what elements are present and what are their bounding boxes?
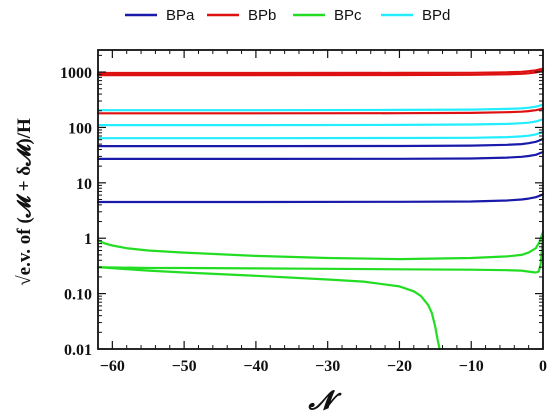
y-tick-label: 1000 <box>60 65 92 82</box>
x-tick-label: −60 <box>100 358 125 375</box>
x-tick-label: −10 <box>459 358 484 375</box>
legend-label-bpd: BPd <box>422 7 450 24</box>
curve-bpd-1 <box>96 130 545 140</box>
curve-bpb-3 <box>96 67 545 75</box>
x-axis-label: 𝓝 <box>308 386 343 415</box>
y-tick-label: 0.01 <box>64 342 92 359</box>
plot-curves <box>96 67 545 351</box>
curve-bpa-2 <box>96 150 545 160</box>
curve-bpc-3 <box>96 266 441 351</box>
y-tick-label: 0.10 <box>64 287 92 304</box>
curve-bpd-3 <box>96 103 545 112</box>
legend: BPa BPb BPc BPd <box>125 7 450 24</box>
curve-bpc-1 <box>96 230 545 261</box>
legend-label-bpc: BPc <box>334 7 362 24</box>
y-tick-label: 10 <box>76 176 92 193</box>
x-tick-label: −50 <box>172 358 197 375</box>
curve-bpc-2 <box>96 234 545 274</box>
y-axis-label: √e.v. of (𝓜 + δ𝓜)/H <box>14 118 35 286</box>
y-tick-label: 1 <box>84 231 92 248</box>
curve-bpb-1 <box>96 107 545 115</box>
tick-labels: −60 −50 −40 −30 −20 −10 0 0.01 0.10 1 10 100 1000 <box>60 65 547 375</box>
curve-bpa-3 <box>96 137 545 148</box>
y-tick-label: 100 <box>68 120 92 137</box>
curve-bpd-2 <box>96 118 545 127</box>
curve-bpa-1 <box>96 193 545 204</box>
legend-label-bpa: BPa <box>166 7 195 24</box>
x-tick-label: 0 <box>539 358 547 375</box>
x-tick-label: −30 <box>315 358 340 375</box>
x-tick-label: −20 <box>387 358 412 375</box>
plot-frame <box>97 49 544 350</box>
legend-label-bpb: BPb <box>248 7 276 24</box>
x-tick-label: −40 <box>243 358 268 375</box>
axis-ticks <box>97 50 544 350</box>
